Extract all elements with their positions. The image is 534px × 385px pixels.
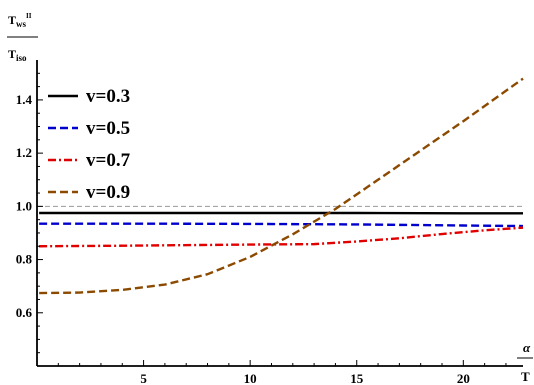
legend-label: v=0.9 — [86, 182, 130, 203]
y-axis-label-numerator-subscript: ws — [16, 19, 26, 29]
legend: v=0.3 v=0.5 v=0.7 v=0.9 — [48, 86, 131, 203]
y-tick-label: 1.2 — [16, 145, 32, 160]
y-axis-label-numerator-superscript: II — [26, 12, 32, 20]
x-axis-label: α T — [517, 340, 533, 384]
series-layer — [39, 77, 524, 295]
svg-text:TwsII: TwsII — [8, 12, 32, 29]
y-axis-label-denominator-subscript: iso — [16, 53, 27, 63]
x-tick-label: 20 — [457, 371, 470, 385]
x-tick-label: 10 — [244, 371, 257, 385]
series-line-v-0-5 — [39, 222, 524, 228]
y-tick-label: 0.8 — [16, 252, 33, 267]
x-tick-label: 15 — [350, 371, 364, 385]
series-line-v-0-7 — [39, 226, 524, 248]
legend-label: v=0.7 — [86, 150, 131, 171]
x-tick-label: 5 — [140, 371, 147, 385]
y-axis-label: TwsII Tiso — [7, 12, 38, 63]
legend-label: v=0.3 — [86, 86, 130, 107]
svg-text:Tiso: Tiso — [8, 47, 27, 63]
y-tick-label: 1.0 — [16, 198, 32, 213]
series-line-v-0-9 — [39, 77, 524, 295]
y-axis-label-numerator: T — [8, 13, 16, 27]
ticks-layer: 5 10 15 20 0.6 0.8 1.0 1.2 1.4 — [16, 72, 507, 385]
x-axis-label-denominator: T — [521, 369, 530, 384]
x-axis-label-numerator: α — [523, 340, 531, 355]
legend-label: v=0.5 — [86, 118, 130, 139]
y-tick-label: 1.4 — [16, 92, 33, 107]
y-axis-label-denominator: T — [8, 47, 16, 61]
y-tick-label: 0.6 — [16, 305, 33, 320]
